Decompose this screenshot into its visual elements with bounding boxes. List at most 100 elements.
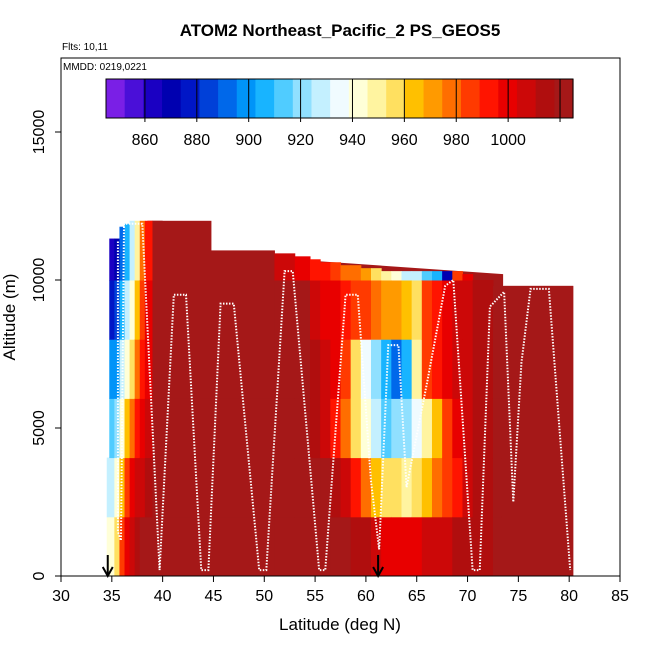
colorbar-segment — [330, 79, 350, 118]
heatmap-cell — [442, 457, 453, 518]
heatmap-cell — [381, 271, 392, 281]
heatmap-cell — [294, 339, 311, 399]
heatmap-cell — [144, 516, 153, 576]
heatmap-layer — [106, 220, 574, 576]
heatmap-cell — [360, 280, 372, 340]
heatmap-cell — [482, 398, 494, 459]
heatmap-cell — [119, 226, 126, 281]
heatmap-cell — [492, 339, 502, 399]
heatmap-cell — [462, 398, 474, 459]
heatmap-cell — [350, 339, 362, 399]
colorbar-tick-label: 900 — [235, 132, 262, 149]
heatmap-cell — [152, 339, 212, 399]
x-tick-label: 65 — [408, 588, 426, 605]
heatmap-cell — [119, 516, 126, 576]
colorbar-tick-label: 980 — [443, 132, 470, 149]
heatmap-cell — [152, 220, 212, 281]
heatmap-cell — [119, 457, 126, 518]
flight-start-arrow-head — [101, 566, 114, 579]
heatmap-cell — [411, 339, 423, 399]
heatmap-cell — [381, 516, 392, 576]
heatmap-cell — [462, 274, 474, 281]
colorbar-segment — [292, 79, 313, 118]
heatmap-cell — [330, 339, 341, 399]
colorbar-segment — [516, 79, 537, 118]
x-tick-label: 75 — [509, 588, 527, 605]
heatmap-cell — [210, 280, 275, 340]
flights-label: Flts: 10,11 — [62, 42, 108, 53]
colorbar-segment — [106, 79, 126, 118]
heatmap-cell — [106, 457, 110, 518]
heatmap-cell — [124, 223, 131, 281]
heatmap-cell — [294, 256, 311, 281]
heatmap-cell — [310, 280, 321, 340]
x-tick-label: 85 — [611, 588, 629, 605]
heatmap-cell — [452, 271, 463, 281]
x-tick-label: 35 — [103, 588, 121, 605]
heatmap-cell — [274, 280, 296, 340]
heatmap-cell — [411, 398, 423, 459]
heatmap-cell — [431, 516, 443, 576]
heatmap-cell — [391, 280, 402, 340]
colorbar-segment — [143, 79, 163, 118]
x-axis-label: Latitude (deg N) — [279, 615, 401, 634]
heatmap-cell — [134, 220, 141, 281]
heatmap-cell — [340, 398, 352, 459]
heatmap-cell — [360, 398, 372, 459]
heatmap-cell — [330, 262, 341, 281]
heatmap-cell — [350, 280, 362, 340]
heatmap-cell — [210, 457, 275, 518]
colorbar-segment — [124, 79, 144, 118]
heatmap-cell — [114, 280, 120, 340]
heatmap-cell — [492, 285, 502, 340]
heatmap-cell — [109, 398, 115, 459]
y-tick-label: 5000 — [31, 410, 48, 446]
colorbar-segment — [423, 79, 443, 118]
heatmap-cell — [134, 280, 141, 340]
heatmap-cell — [401, 516, 413, 576]
heatmap-cell — [144, 339, 153, 399]
heatmap-cell — [320, 457, 331, 518]
colorbar-tick-label: 880 — [183, 132, 210, 149]
heatmap-cell — [274, 398, 296, 459]
dates-label: MMDD: 0219,0221 — [63, 62, 147, 73]
heatmap-cell — [134, 339, 141, 399]
heatmap-cell — [452, 398, 463, 459]
heatmap-cell — [472, 457, 484, 518]
heatmap-cell — [381, 398, 392, 459]
colorbar-tick-label: 960 — [391, 132, 418, 149]
heatmap-cell — [310, 457, 321, 518]
heatmap-cell — [274, 516, 296, 576]
colorbar-segment — [311, 79, 331, 118]
heatmap-cell — [139, 339, 146, 399]
colorbar-segment — [442, 79, 462, 118]
heatmap-cell — [391, 339, 402, 399]
colorbar-segment — [255, 79, 275, 118]
colorbar-segment — [348, 79, 369, 118]
heatmap-cell — [320, 262, 331, 281]
x-tick-label: 70 — [459, 588, 477, 605]
heatmap-cell — [492, 398, 502, 459]
heatmap-cell — [320, 398, 331, 459]
heatmap-cell — [124, 339, 131, 399]
heatmap-cell — [360, 268, 372, 281]
colorbar-segment — [479, 79, 499, 118]
x-tick-label: 30 — [52, 588, 70, 605]
heatmap-cell — [124, 280, 131, 340]
heatmap-cell — [294, 398, 311, 459]
heatmap-cell — [370, 516, 382, 576]
plot-frame — [60, 57, 621, 577]
colorbar-segment — [535, 79, 555, 118]
colorbar-segment — [367, 79, 387, 118]
colorbar-segment — [386, 79, 406, 118]
heatmap-cell — [411, 280, 423, 340]
heatmap-cell — [274, 253, 296, 281]
colorbar-tick-label: 940 — [339, 132, 366, 149]
heatmap-cell — [109, 516, 115, 576]
heatmap-cell — [134, 516, 141, 576]
heatmap-cell — [210, 250, 275, 281]
heatmap-cell — [310, 516, 321, 576]
y-tick-label: 10000 — [31, 258, 48, 303]
